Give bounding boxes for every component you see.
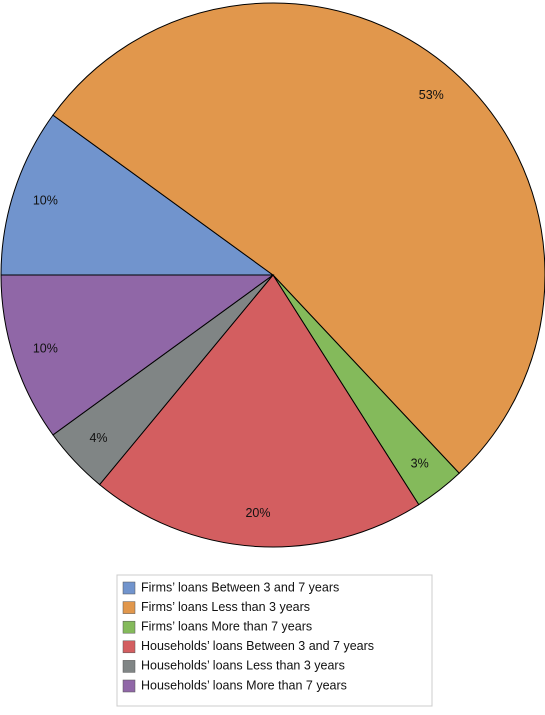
legend-swatch (122, 581, 136, 595)
slice-label: 20% (245, 506, 270, 520)
pie-slice (52, 2, 545, 474)
slice-label: 4% (89, 431, 107, 445)
legend-swatch (122, 601, 136, 614)
legend-label: Firms’ loans More than 7 years (141, 619, 312, 633)
slice-label: 53% (419, 88, 444, 102)
legend-swatch (122, 640, 136, 654)
legend-label: Firms’ loans Between 3 and 7 years (141, 580, 339, 594)
legend-swatch (122, 620, 136, 634)
legend-box (116, 574, 433, 707)
legend-swatch (122, 679, 136, 693)
pie-slice (98, 274, 420, 548)
slice-label: 10% (33, 193, 58, 207)
legend-label: Households’ loans Less than 3 years (141, 659, 345, 673)
legend-label: Firms’ loans Less than 3 years (141, 600, 310, 614)
legend-label: Households’ loans More than 7 years (141, 678, 347, 692)
slice-label: 3% (411, 456, 429, 470)
slice-label: 10% (33, 341, 58, 355)
legend-swatch (122, 660, 136, 673)
legend-label: Households’ loans Between 3 and 7 years (141, 639, 374, 653)
pie-slice (0, 274, 275, 436)
pie-slice (0, 114, 275, 276)
